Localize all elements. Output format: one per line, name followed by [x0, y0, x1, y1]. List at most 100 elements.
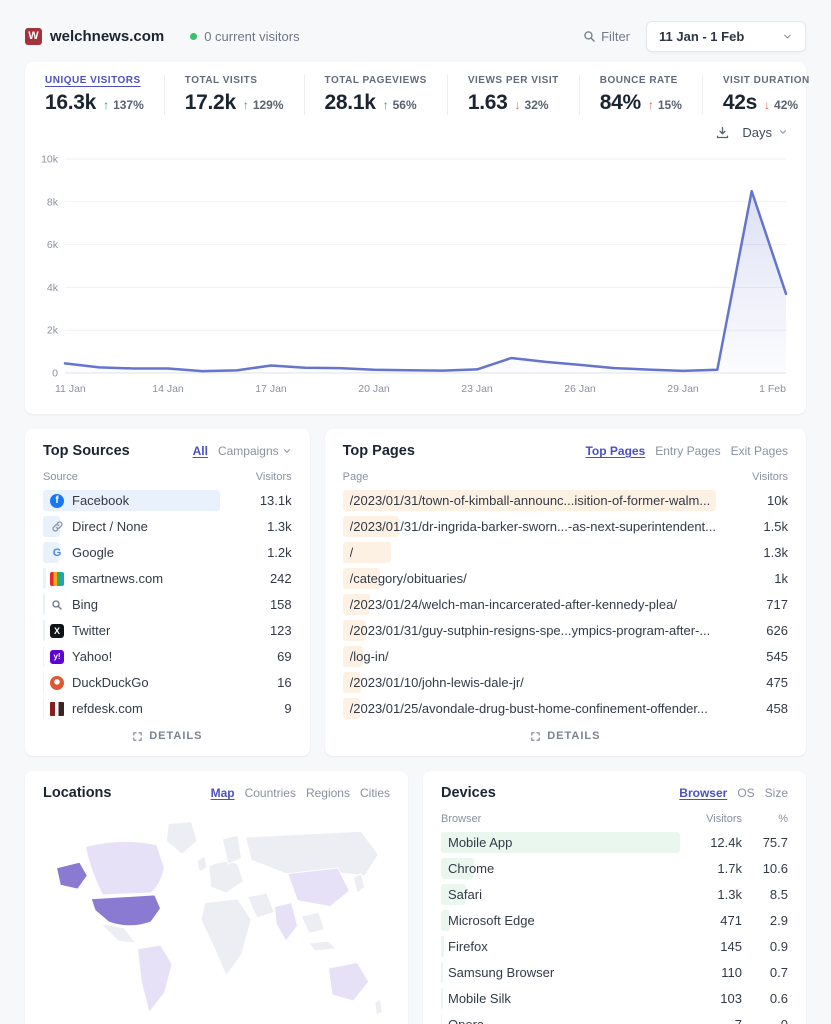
tab-map[interactable]: Map [210, 786, 235, 800]
visitors-chart: 0 2k 4k 6k 8k 10k 11 Jan 14 Jan 17 Jan 20 Jan 23 J… [25, 143, 806, 410]
column-header-source: Source [43, 471, 78, 483]
table-row-log-in[interactable]: /log-in/545 [342, 646, 788, 667]
panel-title: Devices [441, 785, 496, 801]
tab-all[interactable]: All [192, 444, 208, 458]
map-region-australia[interactable] [327, 961, 370, 1002]
tab-os[interactable]: OS [737, 786, 755, 800]
table-row-microsoft-edge[interactable]: Microsoft Edge 471 2.9 [441, 910, 788, 931]
table-row-safari[interactable]: Safari 1.3k 8.5 [441, 884, 788, 905]
map-region-south-america[interactable] [136, 944, 173, 1014]
metric-views-per-visit[interactable]: VIEWS PER VISIT 1.63 ↓ 32% [446, 75, 579, 115]
expand-icon [531, 731, 540, 741]
metric-visit-duration[interactable]: VISIT DURATION 42s ↓ 42% [701, 75, 830, 115]
table-row-2023-01-31-guy-sutphin-resigns-spe-ympic[interactable]: /2023/01/31/guy-sutphin-resigns-spe...ym… [342, 620, 788, 641]
table-row-facebook[interactable]: f Facebook 13.1k [43, 490, 292, 511]
map-region-china[interactable] [287, 867, 351, 907]
metric-label: VIEWS PER VISIT [467, 75, 559, 86]
map-region-uk[interactable] [196, 855, 208, 873]
map-region-indonesia[interactable] [308, 940, 338, 952]
metric-total-pageviews[interactable]: TOTAL PAGEVIEWS 28.1k ↑ 56% [303, 75, 447, 115]
table-row-2023-01-24-welch-man-incarcerated-after-[interactable]: /2023/01/24/welch-man-incarcerated-after… [342, 594, 788, 615]
table-row-yahoo[interactable]: y! Yahoo! 69 [43, 646, 292, 667]
row-bar [43, 594, 46, 615]
map-region-southeast-asia[interactable] [300, 911, 326, 935]
table-row-google[interactable]: G Google 1.2k [43, 542, 292, 563]
table-row-firefox[interactable]: Firefox 145 0.9 [441, 936, 788, 957]
download-button[interactable] [715, 125, 730, 140]
details-button[interactable]: DETAILS [343, 726, 788, 746]
panel-title: Locations [43, 785, 112, 801]
x-tick-label: 17 Jan [255, 383, 287, 395]
table-row-mobile-app[interactable]: Mobile App 12.4k 75.7 [441, 832, 788, 853]
site-name[interactable]: welchnews.com [50, 27, 165, 45]
table-row-refdesk-com[interactable]: refdesk.com 9 [43, 698, 292, 719]
tab-top-pages[interactable]: Top Pages [585, 444, 646, 458]
map-region-scandinavia[interactable] [221, 834, 243, 865]
details-button[interactable]: DETAILS [43, 726, 292, 746]
map-region-greenland[interactable] [165, 821, 198, 856]
table-row-category-obituaries[interactable]: /category/obituaries/1k [342, 568, 788, 589]
table-row-mobile-silk[interactable]: Mobile Silk 103 0.6 [441, 988, 788, 1009]
link-icon [50, 520, 64, 534]
arrow-up-icon: ↑ [382, 98, 389, 112]
metric-label: VISIT DURATION [722, 75, 810, 86]
map-region-india[interactable] [273, 902, 298, 943]
current-visitors[interactable]: 0 current visitors [190, 29, 300, 44]
y-tick-label: 6k [47, 239, 59, 251]
map-region-mexico[interactable] [99, 923, 137, 944]
tab-countries[interactable]: Countries [244, 786, 296, 800]
table-row-[interactable]: / 1.3k [342, 542, 788, 563]
tab-size[interactable]: Size [764, 786, 788, 800]
date-range-picker[interactable]: 11 Jan - 1 Feb [646, 20, 806, 52]
map-region-new-zealand[interactable] [374, 998, 383, 1016]
filter-button[interactable]: Filter [583, 29, 630, 44]
table-row-bing[interactable]: Bing 158 [43, 594, 292, 615]
table-row-direct-none[interactable]: Direct / None 1.3k [43, 516, 292, 537]
map-region-canada[interactable] [84, 840, 165, 896]
table-row-2023-01-25-avondale-drug-bust-home-confi[interactable]: /2023/01/25/avondale-drug-bust-home-conf… [342, 698, 788, 719]
tab-browser[interactable]: Browser [679, 786, 728, 800]
row-percent: 2.9 [769, 913, 788, 928]
table-row-twitter[interactable]: X Twitter 123 [43, 620, 292, 641]
row-percent: 75.7 [762, 835, 788, 850]
map-region-middle-east[interactable] [246, 892, 275, 919]
metric-change: 42% [774, 98, 799, 112]
table-row-2023-01-31-dr-ingrida-barker-sworn-as-ne[interactable]: /2023/01/31/dr-ingrida-barker-sworn...-a… [342, 516, 788, 537]
row-value: 123 [269, 623, 292, 638]
metric-unique-visitors[interactable]: UNIQUE VISITORS 16.3k ↑ 137% [45, 75, 164, 115]
row-value: 10k [767, 493, 788, 508]
map-region-europe[interactable] [208, 861, 245, 894]
tab-regions[interactable]: Regions [305, 786, 350, 800]
table-row-2023-01-31-town-of-kimball-announc-isiti[interactable]: /2023/01/31/town-of-kimball-announc...is… [342, 490, 788, 511]
chevron-down-icon [283, 449, 290, 453]
map-region-africa[interactable] [200, 898, 252, 977]
map-region-russia[interactable] [244, 830, 380, 877]
metric-total-visits[interactable]: TOTAL VISITS 17.2k ↑ 129% [163, 75, 304, 115]
panel-title: Top Pages [342, 443, 415, 459]
row-percent: 0.7 [769, 965, 788, 980]
row-bar [43, 646, 44, 667]
table-row-duckduckgo[interactable]: DuckDuckGo 16 [43, 672, 292, 693]
table-row-2023-01-10-john-lewis-dale-jr[interactable]: /2023/01/10/john-lewis-dale-jr/475 [342, 672, 788, 693]
map-region-united-states[interactable] [90, 894, 162, 927]
row-value: 471 [720, 913, 742, 928]
table-row-samsung-browser[interactable]: Samsung Browser 110 0.7 [441, 962, 788, 983]
interval-select[interactable]: Days [742, 125, 788, 140]
table-row-opera[interactable]: Opera 70 [441, 1014, 788, 1024]
tab-exit-pages[interactable]: Exit Pages [730, 444, 788, 458]
metric-bounce-rate[interactable]: BOUNCE RATE 84% ↑ 15% [578, 75, 702, 115]
tab-entry-pages[interactable]: Entry Pages [655, 444, 721, 458]
tab-cities[interactable]: Cities [359, 786, 390, 800]
download-icon [717, 126, 729, 138]
row-percent: 0 [742, 1017, 788, 1024]
map-region-japan[interactable] [352, 873, 366, 894]
table-row-chrome[interactable]: Chrome 1.7k 10.6 [441, 858, 788, 879]
row-bar [43, 542, 60, 563]
arrow-up-icon: ↑ [647, 98, 654, 112]
table-row-smartnews-com[interactable]: smartnews.com 242 [43, 568, 292, 589]
column-header-: % [778, 813, 788, 825]
tab-campaigns[interactable]: Campaigns [218, 444, 292, 458]
metric-value: 1.63 [467, 91, 508, 114]
arrow-up-icon: ↑ [103, 98, 110, 112]
map-region-alaska[interactable] [55, 861, 88, 890]
